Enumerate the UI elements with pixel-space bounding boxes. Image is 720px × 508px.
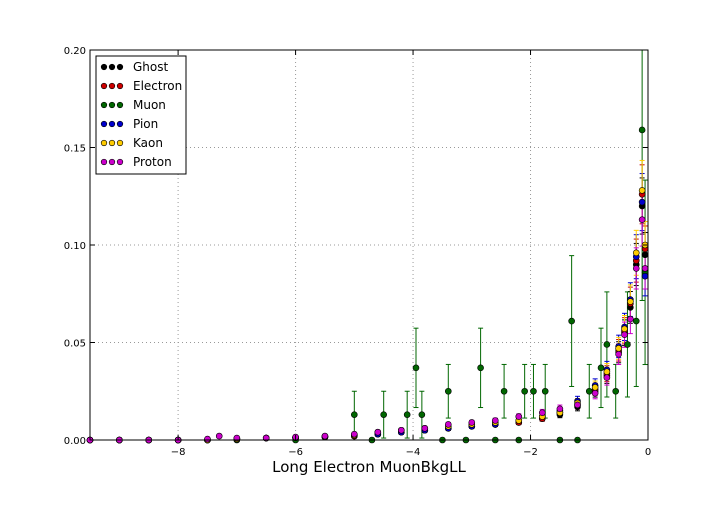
data-point [418, 411, 426, 418]
data-point [491, 417, 499, 424]
data-point [603, 341, 611, 348]
data-point [621, 331, 628, 339]
legend-item-proton: Proton [100, 155, 172, 169]
data-point [597, 364, 605, 372]
data-point [612, 387, 619, 395]
data-point [591, 384, 599, 391]
data-point [603, 374, 611, 381]
data-point [204, 435, 211, 443]
legend-box [95, 55, 187, 175]
legend-label: Kaon [133, 136, 163, 150]
data-point [421, 424, 429, 432]
legend-item-kaon: Kaon [100, 136, 163, 150]
data-point [468, 419, 476, 426]
x-tick-label: −6 [288, 447, 303, 458]
legend-marker [108, 139, 116, 147]
x-tick-label: −4 [406, 447, 421, 458]
legend-marker [100, 139, 108, 147]
data-point [627, 298, 634, 305]
data-point [500, 387, 508, 395]
legend-marker [116, 139, 124, 147]
legend-label: Proton [133, 155, 172, 169]
data-point [374, 428, 382, 436]
legend-marker [108, 120, 116, 128]
series-proton [86, 216, 649, 444]
legend-marker [108, 63, 116, 71]
legend-item-electron: Electron [100, 79, 182, 93]
data-point [321, 432, 329, 440]
legend-item-ghost: Ghost [100, 60, 168, 74]
data-point [641, 265, 649, 272]
data-point [477, 364, 484, 372]
x-tick-label: 0 [645, 447, 651, 458]
legend-marker [100, 82, 108, 90]
legend-item-muon: Muon [100, 98, 166, 112]
y-tick-label: 0.05 [64, 339, 86, 350]
legend-marker [108, 158, 116, 166]
legend-marker [116, 82, 124, 90]
data-point [632, 249, 640, 257]
data-point [444, 387, 452, 395]
data-point [627, 315, 634, 323]
data-point [530, 387, 537, 395]
legend-label: Muon [133, 98, 166, 112]
data-point [538, 409, 546, 417]
data-point [541, 387, 549, 395]
data-point [632, 317, 640, 325]
data-point [380, 411, 387, 418]
legend-marker [116, 101, 124, 109]
legend-marker [108, 82, 116, 90]
data-point [641, 272, 649, 280]
data-point [521, 387, 528, 395]
legend: Ghost Electron Muon Pion Kaon Proton [95, 55, 187, 175]
y-tick-label: 0.20 [64, 46, 86, 57]
legend-marker [100, 120, 108, 128]
legend-marker [100, 158, 108, 166]
ticks-layer: −8 −6 −4 −2 0 0.00 0.05 0.10 0.15 0.20 [64, 46, 651, 458]
legend-item-pion: Pion [100, 117, 158, 131]
data-point [412, 364, 420, 372]
x-axis-label: Long Electron MuonBkgLL [272, 458, 466, 476]
data-point [638, 198, 646, 206]
legend-label: Pion [133, 117, 158, 131]
data-point [574, 401, 581, 409]
y-tick-label: 0.00 [64, 436, 86, 447]
x-tick-label: −2 [523, 447, 538, 458]
data-point [444, 421, 452, 428]
data-point [638, 126, 646, 134]
data-point [621, 325, 628, 333]
legend-marker [108, 101, 116, 109]
data-point [603, 368, 611, 376]
data-point [398, 426, 405, 434]
y-tick-label: 0.10 [64, 241, 86, 252]
legend-label: Electron [133, 79, 182, 93]
legend-marker [100, 101, 108, 109]
data-point [615, 350, 622, 358]
legend-marker [100, 63, 108, 71]
data-point [215, 432, 223, 440]
x-tick-label: −8 [171, 447, 186, 458]
data-point [638, 216, 646, 223]
data-point [351, 430, 358, 438]
data-point [615, 345, 622, 352]
data-point [403, 411, 411, 418]
legend-marker [116, 120, 124, 128]
data-point [638, 187, 646, 194]
data-point [641, 251, 649, 259]
data-point [515, 413, 523, 420]
y-tick-label: 0.15 [64, 144, 86, 155]
legend-marker [116, 63, 124, 71]
legend-marker [116, 158, 124, 166]
legend-label: Ghost [133, 60, 168, 74]
data-point [624, 341, 631, 348]
data-point [568, 317, 575, 325]
data-point [556, 405, 564, 413]
data-point [632, 265, 640, 272]
data-point [585, 387, 593, 395]
data-point [351, 411, 358, 418]
data-point [591, 389, 599, 397]
